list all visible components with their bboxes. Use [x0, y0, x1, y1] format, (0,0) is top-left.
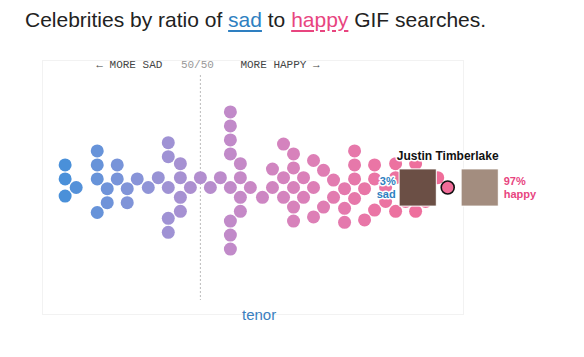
svg-text:MORE HAPPY →: MORE HAPPY →	[240, 59, 320, 71]
svg-text:Justin Timberlake: Justin Timberlake	[397, 149, 499, 163]
svg-text:97%: 97%	[504, 175, 526, 187]
svg-text:← MORE SAD: ← MORE SAD	[96, 59, 162, 71]
svg-text:3%: 3%	[380, 175, 396, 187]
svg-text:50/50: 50/50	[181, 59, 214, 71]
svg-text:happy: happy	[504, 188, 537, 200]
svg-text:sad: sad	[377, 188, 396, 200]
html-text:tenor: tenor	[242, 306, 277, 323]
html-text:Celebrities by ratio of sad to: Celebrities by ratio of sad to happy GIF…	[25, 8, 487, 31]
